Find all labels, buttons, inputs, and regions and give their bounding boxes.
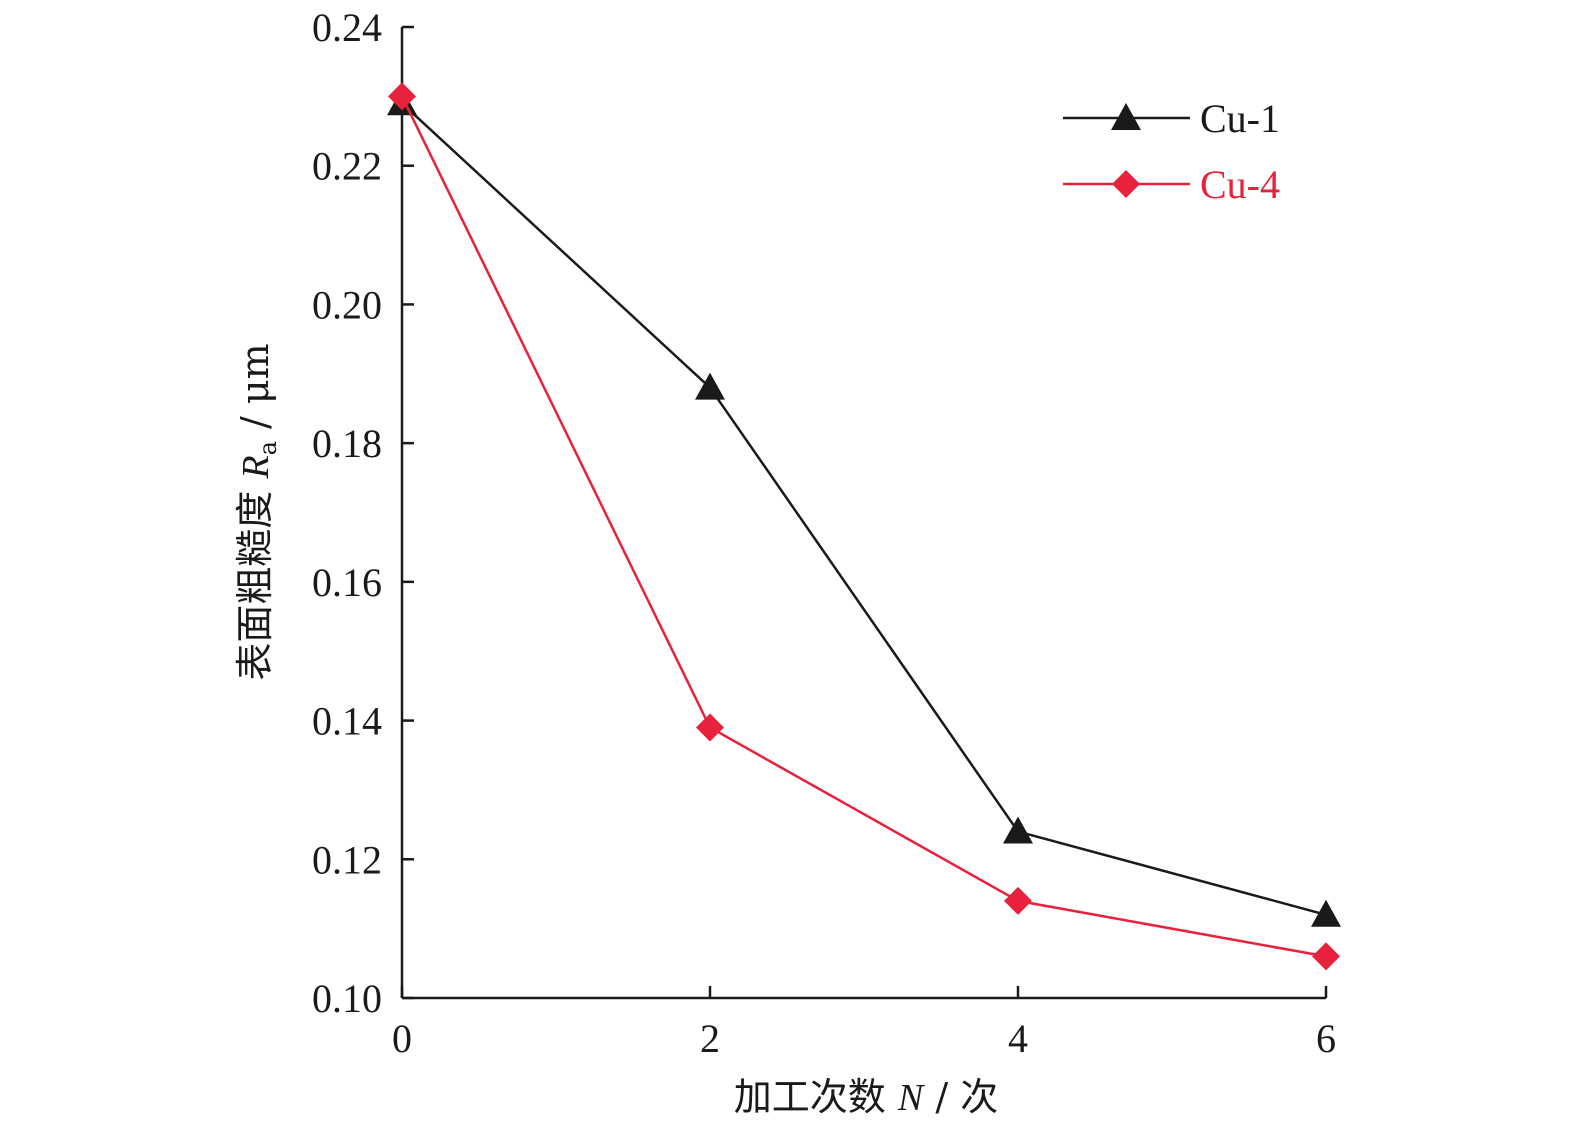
series-line — [400, 95, 1327, 958]
legend-marker — [1112, 170, 1140, 198]
data-point — [1004, 886, 1032, 915]
legend-item: Cu-1 — [1063, 96, 1280, 141]
axes: 0.10 0.12 0.14 0.16 0.18 0.20 0.22 0.24 0 2 4 6 — [312, 5, 1336, 1061]
series-cu-1 — [387, 88, 1341, 927]
y-tick-label: 0.22 — [312, 144, 382, 189]
y-axis-title: 表面粗糙度 Ra / μm — [233, 343, 282, 680]
data-point — [1311, 899, 1341, 927]
data-point — [1312, 942, 1340, 971]
data-point — [1003, 816, 1033, 844]
x-tick-label: 0 — [392, 1016, 412, 1061]
legend-item: Cu-4 — [1063, 162, 1280, 207]
x-axis-title: 加工次数 N / 次 — [734, 1075, 998, 1119]
y-tick-label: 0.18 — [312, 421, 382, 466]
legend-marker — [1111, 103, 1141, 130]
legend-label: Cu-4 — [1200, 162, 1280, 207]
y-tick-label: 0.20 — [312, 282, 382, 327]
x-tick-label: 4 — [1008, 1016, 1028, 1061]
x-tick-label: 6 — [1316, 1016, 1336, 1061]
y-tick-label: 0.14 — [312, 699, 382, 744]
y-tick-label: 0.24 — [312, 5, 382, 50]
legend: Cu-1 Cu-4 — [1063, 96, 1280, 207]
legend-label: Cu-1 — [1200, 96, 1280, 141]
data-point — [695, 372, 725, 400]
y-tick-label: 0.12 — [312, 837, 382, 882]
series-layer — [387, 82, 1341, 971]
series-line — [401, 102, 1327, 916]
data-point — [696, 713, 724, 742]
series-cu-4 — [388, 82, 1340, 971]
x-tick-label: 2 — [700, 1016, 720, 1061]
y-tick-label: 0.16 — [312, 560, 382, 605]
y-tick-label: 0.10 — [312, 976, 382, 1021]
data-point — [388, 82, 416, 111]
